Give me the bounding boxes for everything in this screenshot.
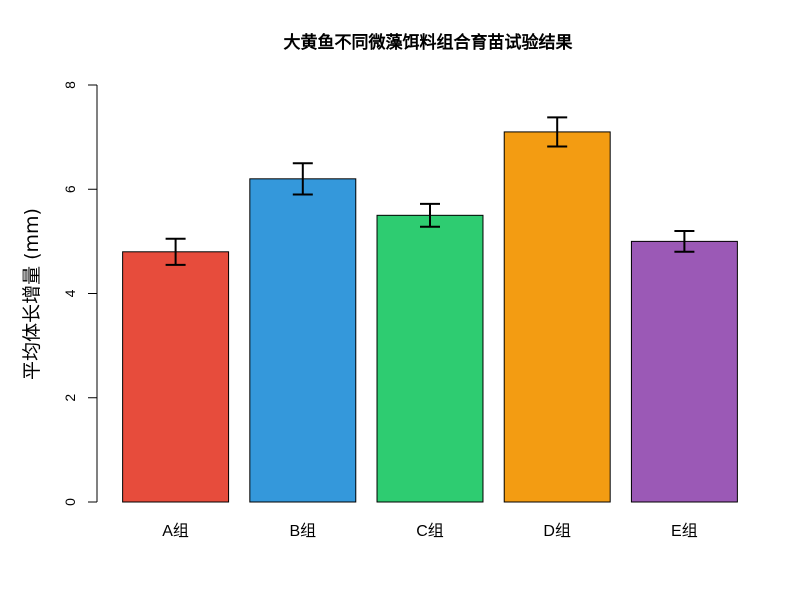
bar <box>122 251 230 503</box>
chart-title: 大黄鱼不同微藻饵料组合育苗试验结果 <box>284 32 573 53</box>
bar <box>249 178 357 503</box>
x-category-label: C组 <box>416 522 444 540</box>
x-category-label: A组 <box>162 522 189 540</box>
bar <box>630 240 738 503</box>
y-tick-label: 4 <box>62 289 78 297</box>
x-category-label: E组 <box>671 522 698 540</box>
error-bar <box>674 229 695 253</box>
bar <box>376 214 484 503</box>
y-tick-label: 2 <box>62 394 78 402</box>
y-tick-label: 0 <box>62 498 78 506</box>
x-category-label: D组 <box>543 522 571 540</box>
bar <box>503 131 611 503</box>
error-bar <box>547 116 568 148</box>
error-bars <box>165 116 695 266</box>
error-bar <box>165 237 186 266</box>
y-axis-label: 平均体长增量 (mm) <box>21 208 43 380</box>
y-tick-label: 6 <box>62 185 78 193</box>
error-bar <box>420 202 440 228</box>
x-category-label: B组 <box>289 522 316 540</box>
x-axis-labels: A组 B组 C组 D组 E组 <box>162 522 697 540</box>
y-axis: 0 2 4 6 8 <box>62 81 98 506</box>
bars <box>122 131 738 503</box>
y-tick-label: 8 <box>62 81 78 89</box>
error-bar <box>292 162 313 196</box>
